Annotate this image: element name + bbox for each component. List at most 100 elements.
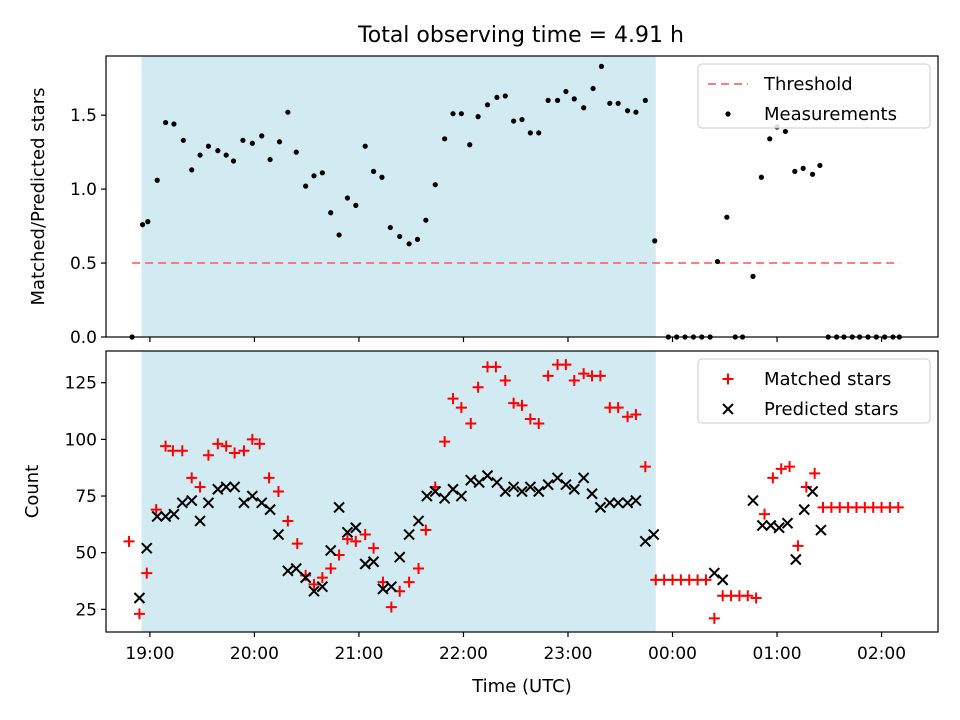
- measurement-point: [197, 152, 203, 158]
- measurement-point: [615, 100, 621, 106]
- matched-star-point: [622, 411, 634, 423]
- matched-star-point: [350, 535, 362, 547]
- matched-star-point: [282, 515, 294, 527]
- predicted-star-point: [524, 481, 537, 493]
- matched-star-point: [612, 402, 624, 414]
- predicted-star-point: [806, 485, 819, 498]
- matched-star-point: [220, 440, 232, 452]
- predicted-star-point: [594, 501, 607, 514]
- predicted-star-point: [773, 522, 785, 534]
- predicted-star-point: [325, 544, 337, 557]
- chart-title: Total observing time = 4.91 h: [357, 23, 684, 48]
- predicted-star-point: [781, 517, 794, 529]
- legend-box: [697, 358, 931, 424]
- matched-star-point: [308, 578, 320, 590]
- matched-star-point: [316, 572, 328, 584]
- matched-star-point: [455, 402, 467, 414]
- measurement-point: [545, 97, 551, 103]
- measurement-point: [319, 170, 325, 176]
- measurement-point: [519, 116, 525, 123]
- predicted-star-point: [481, 469, 494, 482]
- predicted-star-point: [412, 515, 425, 527]
- predicted-star-point: [403, 528, 415, 541]
- legend-label: Threshold: [763, 74, 853, 95]
- matched-star-point: [758, 508, 770, 520]
- shaded-observing-window: [141, 56, 656, 337]
- measurement-point: [267, 156, 273, 163]
- matched-star-point: [465, 418, 477, 430]
- predicted-star-point: [141, 542, 153, 554]
- measurement-point: [293, 149, 299, 155]
- measurement-point: [240, 137, 246, 143]
- predicted-star-point: [212, 483, 224, 495]
- measurement-point: [162, 119, 169, 126]
- measurement-point: [171, 121, 177, 127]
- measurement-point: [414, 236, 421, 242]
- matched-star-point: [141, 567, 153, 579]
- measurement-point: [536, 130, 542, 136]
- legend: Matched stars Predicted stars: [697, 358, 931, 424]
- measurement-point: [230, 158, 237, 164]
- matched-star-point: [892, 501, 904, 513]
- measurement-point: [423, 217, 429, 223]
- predicted-star-point: [264, 503, 276, 516]
- measurement-point: [563, 88, 569, 95]
- measurement-point: [303, 183, 309, 189]
- measurement-point: [652, 238, 658, 244]
- predicted-star-point: [499, 485, 511, 498]
- predicted-star-point: [438, 492, 451, 505]
- measurement-point: [467, 142, 473, 148]
- predicted-star-point: [220, 481, 232, 493]
- legend-predicted-swatch: [722, 403, 734, 415]
- predicted-star-point: [568, 483, 580, 495]
- x-tick-label: 20:00: [230, 644, 279, 664]
- matched-star-point: [578, 368, 590, 380]
- measurement-point: [249, 140, 255, 146]
- measurement-point: [205, 143, 212, 149]
- x-tick-label: 21:00: [334, 644, 383, 664]
- matched-star-point: [439, 436, 451, 448]
- matched-star-point: [160, 440, 172, 452]
- measurement-point: [215, 148, 221, 154]
- measurement-point: [189, 167, 195, 173]
- matched-star-point: [700, 574, 712, 586]
- predicted-star-point: [551, 472, 564, 484]
- measurement-point: [406, 241, 412, 247]
- measurement-point: [336, 232, 342, 238]
- predicted-star-point: [246, 490, 259, 502]
- y-tick-label: 0.5: [70, 254, 97, 274]
- x-tick-label: 22:00: [439, 644, 488, 664]
- predicted-star-point: [604, 497, 616, 509]
- x-tick-label: 19:00: [125, 644, 174, 664]
- matched-star-point: [750, 592, 762, 604]
- predicted-star-point: [708, 567, 721, 579]
- top-panel: 0.0 0.5 1.0 1.5 Matched/Predicted stars Thres…: [28, 55, 939, 348]
- predicted-star-point: [491, 476, 503, 489]
- matched-star-point: [403, 576, 415, 588]
- measurement-point: [458, 111, 464, 117]
- legend-measurement-swatch: [725, 111, 731, 117]
- predicted-star-point: [542, 478, 554, 491]
- predicted-star-point: [202, 497, 215, 509]
- matched-star-point: [800, 481, 812, 493]
- predicted-star-point: [194, 515, 206, 527]
- matched-star-point: [630, 408, 642, 420]
- measurement-point: [276, 139, 283, 145]
- measurement-point: [590, 85, 596, 92]
- bottom-panel: 25 50 75 100 125 19:00 20:00 21:00 22:00 23:00 00:…: [22, 350, 939, 697]
- measurement-point: [511, 118, 517, 124]
- predicted-star-point: [359, 558, 371, 570]
- y-axis-label: Matched/Predicted stars: [28, 88, 49, 306]
- legend: Threshold Measurements: [697, 63, 931, 129]
- measurement-point: [475, 114, 481, 120]
- y-tick-label: 0.0: [70, 328, 97, 348]
- predicted-star-point: [377, 583, 389, 595]
- predicted-star-point: [473, 476, 485, 489]
- measurement-point: [554, 97, 561, 103]
- matched-star-point: [413, 563, 425, 575]
- matched-star-point: [767, 472, 779, 484]
- predicted-star-point: [533, 485, 545, 498]
- measurement-point: [328, 210, 334, 216]
- measurement-point: [714, 258, 721, 265]
- y-tick-label: 75: [75, 487, 97, 507]
